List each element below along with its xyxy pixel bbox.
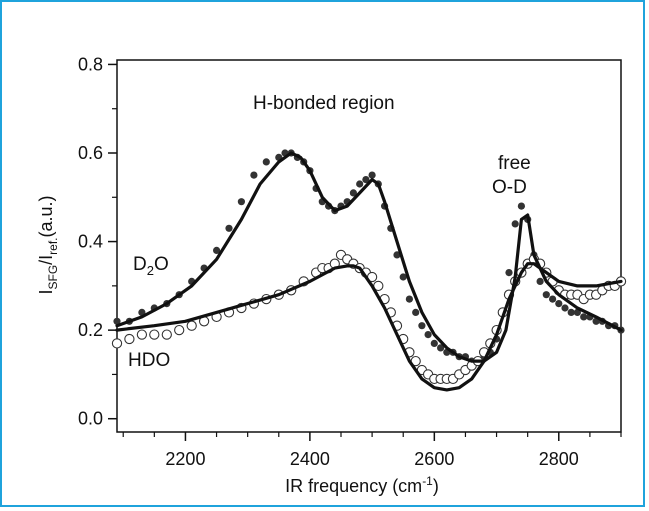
d2o-data-point [542,291,550,299]
d2o-data-point [424,331,432,339]
d2o-data-point [250,171,258,179]
d2o-data-point [505,269,513,277]
label-d2o: D2O [133,254,169,278]
plot-area [116,59,622,433]
d2o-data-point [549,295,557,303]
x-tick-label: 2800 [539,449,579,469]
axes-box [116,59,622,433]
y-tick-label: 0.2 [78,320,103,340]
d2o-data-point [225,224,233,232]
hdo-data-point [136,329,148,340]
d2o-data-point [262,158,270,166]
annotation-region: H-bonded region [253,93,395,114]
hdo-data-point [174,324,185,336]
d2o-data-point [580,313,588,321]
d2o-data-point [362,176,370,184]
annotation-od: O-D [492,177,527,198]
d2o-data-point [399,273,407,281]
y-axis-label: ISFG/Iref.(a.u.) [36,195,60,294]
annotation-free: free [498,153,531,174]
d2o-data-point [356,180,364,188]
x-tick-label: 2600 [414,449,454,469]
hdo-fit-line [115,262,623,392]
y-tick-label: 0.0 [78,409,103,429]
tick-layer: 2200 2400 2600 2800 0.0 0.2 0.4 0.6 0.8 [78,54,622,469]
d2o-data-point [393,251,401,259]
d2o-data-point [412,308,420,316]
hdo-data-point [124,333,135,345]
hdo-data-point [111,338,123,349]
label-hdo: HDO [128,350,170,371]
d2o-data-point [237,198,245,206]
d2o-data-point [368,171,376,179]
d2o-data-point [517,202,526,210]
x-tick-label: 2400 [290,449,330,469]
d2o-fit-line [115,151,623,363]
d2o-data-point [536,277,544,285]
hdo-data-point [149,329,160,340]
y-tick-label: 0.4 [78,232,103,252]
d2o-data-point [511,220,519,228]
d2o-data-point [113,317,121,325]
hdo-data-point [186,320,197,331]
d2o-data-point [349,189,357,197]
d2o-data-point [430,339,438,347]
hdo-data-point [161,329,172,340]
x-tick-label: 2200 [165,449,205,469]
d2o-data-point [405,295,413,303]
d2o-data-point [567,308,575,316]
x-axis-label: IR frequency (cm-1) [285,474,439,496]
d2o-data-point [555,300,563,308]
d2o-data-point [437,344,445,352]
d2o-data-point [561,304,569,312]
y-tick-label: 0.8 [78,54,103,74]
d2o-data-point [213,246,221,254]
y-tick-label: 0.6 [78,143,103,163]
d2o-data-point [418,322,426,330]
data-layer [111,149,627,392]
